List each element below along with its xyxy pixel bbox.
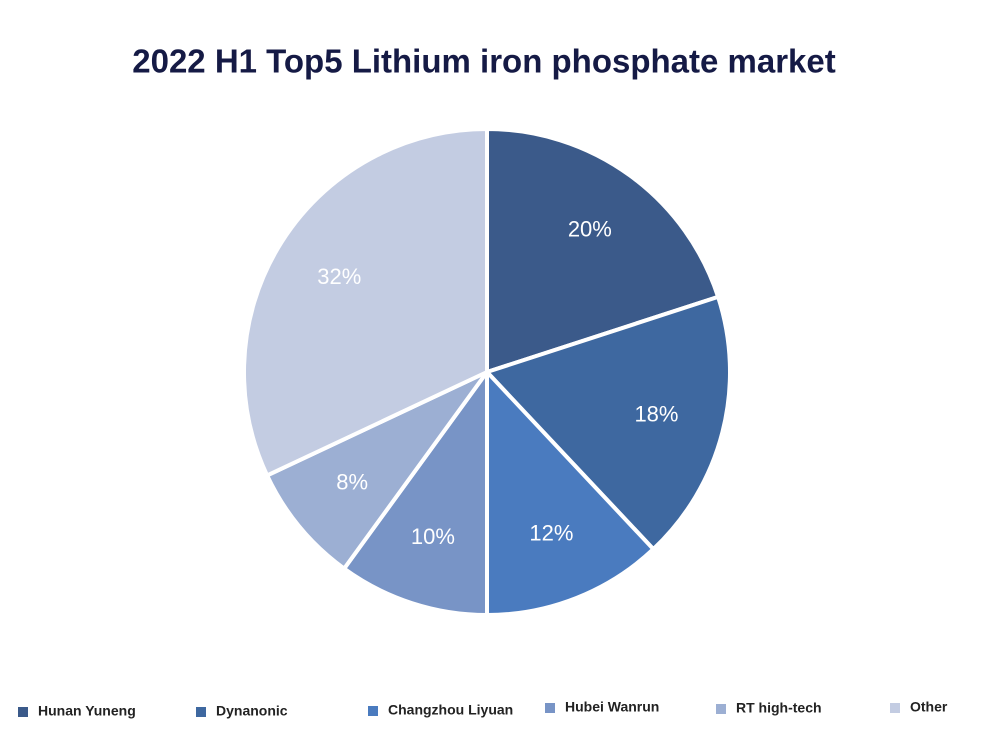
- legend-marker: [18, 707, 28, 717]
- pie-slice: [242, 126, 489, 479]
- slice-label: 18%: [634, 401, 678, 426]
- legend-marker: [368, 706, 378, 716]
- pie-slice: [483, 294, 732, 552]
- pie-slice: [485, 366, 657, 618]
- pie-slice: [485, 126, 721, 375]
- legend-label: Dynanonic: [216, 703, 288, 719]
- legend-marker: [196, 707, 206, 717]
- slice-label: 10%: [411, 524, 455, 549]
- legend-label: Changzhou Liyuan: [388, 702, 513, 718]
- pie-slice: [341, 365, 489, 618]
- legend-marker: [716, 704, 726, 714]
- slice-label: 20%: [568, 216, 612, 241]
- legend: Hunan Yuneng Dynanonic Changzhou Liyuan Hub…: [18, 699, 948, 719]
- pie: 20% 18% 12% 10% 8% 32%: [242, 126, 732, 618]
- chart-title: 2022 H1 Top5 Lithium iron phosphate mark…: [132, 43, 836, 80]
- slice-label: 32%: [317, 264, 361, 289]
- slice-label: 8%: [336, 469, 368, 494]
- legend-label: Hunan Yuneng: [38, 703, 136, 719]
- legend-label: Other: [910, 699, 948, 715]
- pie-slice: [264, 370, 489, 572]
- legend-label: Hubei Wanrun: [565, 699, 659, 715]
- legend-marker: [890, 703, 900, 713]
- legend-marker: [545, 703, 555, 713]
- legend-label: RT high-tech: [736, 700, 822, 716]
- slice-label: 12%: [529, 520, 573, 545]
